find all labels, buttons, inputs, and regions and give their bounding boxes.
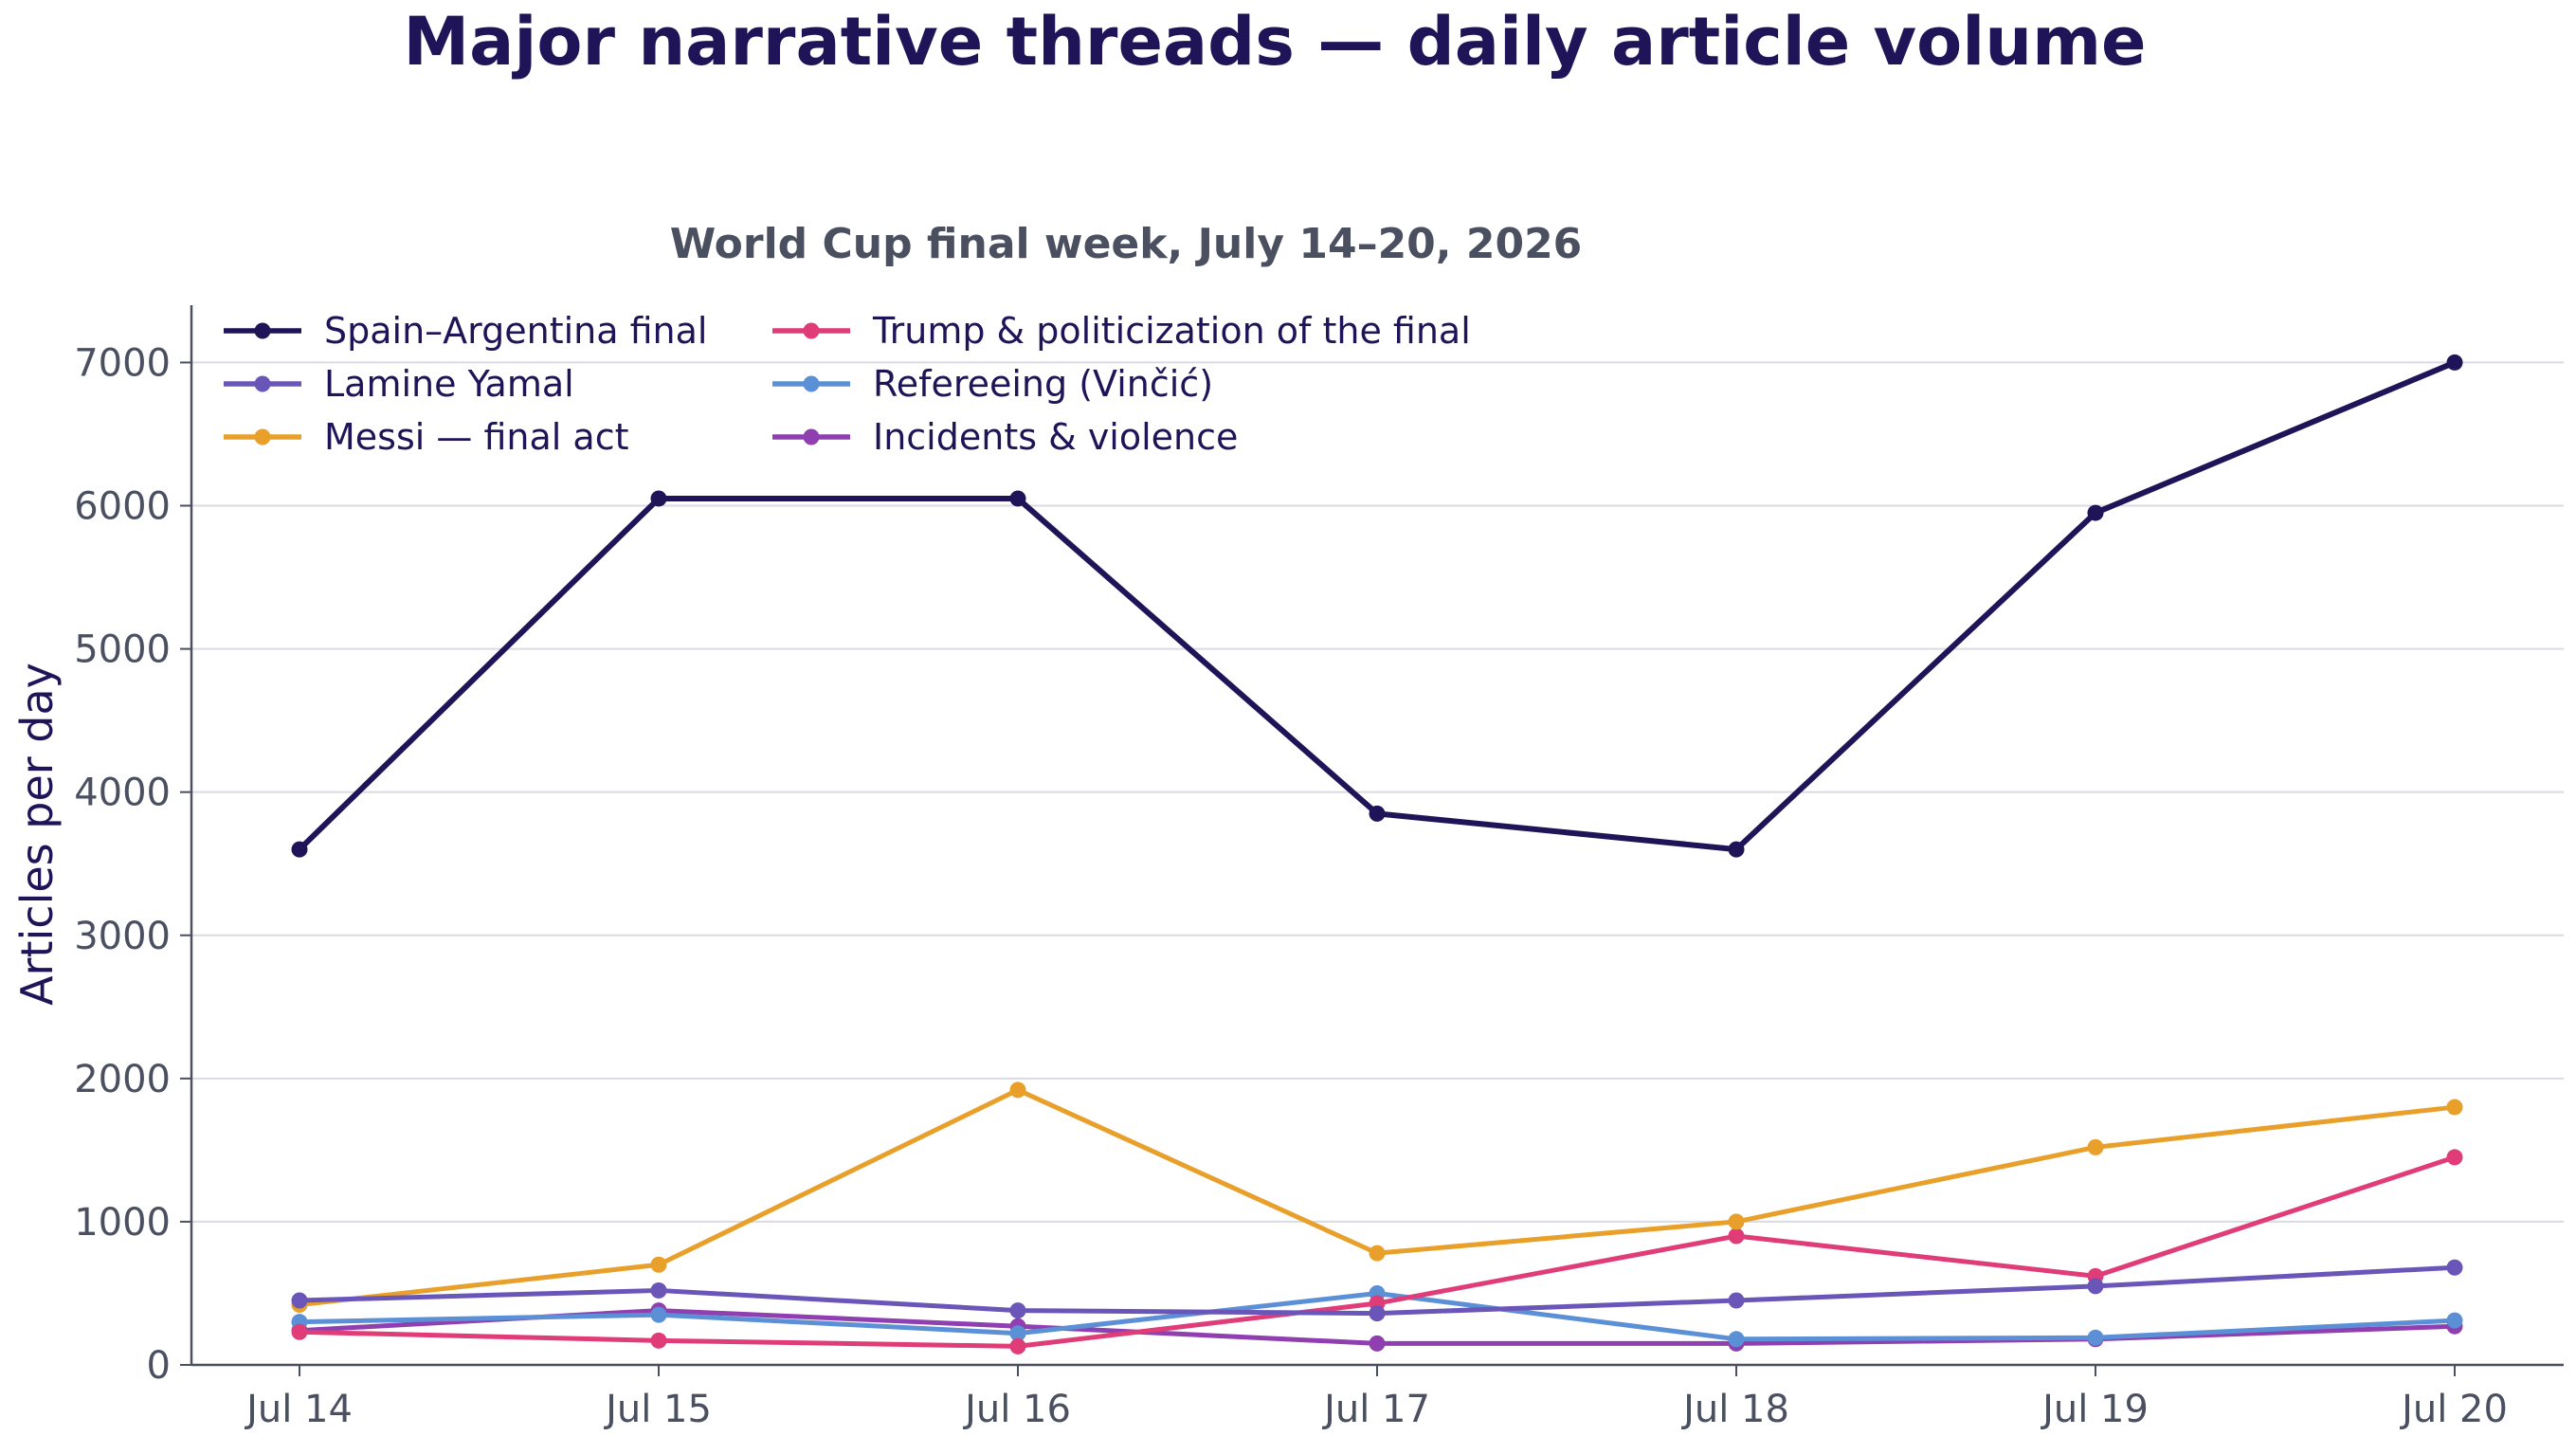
series-spain-argentina-final — [291, 354, 2463, 858]
legend-swatch-marker — [803, 322, 820, 339]
series-lamine-yamal — [291, 1259, 2463, 1322]
x-tick-label: Jul 14 — [244, 1388, 353, 1431]
data-point — [2087, 504, 2104, 521]
x-tick-label: Jul 16 — [962, 1388, 1071, 1431]
data-point — [291, 1292, 308, 1309]
series-line — [299, 1087, 2456, 1308]
series-lines — [291, 354, 2463, 1354]
data-point — [2446, 354, 2463, 371]
y-tick-label: 5000 — [74, 628, 171, 672]
data-point — [2087, 1278, 2104, 1295]
legend-label: Incidents & violence — [873, 416, 1238, 458]
data-point — [1728, 1292, 1745, 1309]
data-point — [1009, 490, 1026, 507]
data-point — [291, 1323, 308, 1340]
series-messi-final-act — [291, 1082, 2463, 1314]
y-tick-label: 4000 — [74, 772, 171, 815]
data-point — [2446, 1312, 2463, 1329]
y-axis-ticks: 0 1000 2000 3000 4000 5000 6000 7000 — [74, 341, 191, 1388]
data-point — [650, 490, 667, 507]
chart-subtitle: World Cup final week, July 14–20, 2026 — [670, 220, 1583, 268]
data-point — [2446, 1099, 2463, 1116]
legend-label: Lamine Yamal — [324, 363, 574, 405]
y-tick-label: 7000 — [74, 341, 171, 385]
x-tick-label: Jul 18 — [1680, 1388, 1789, 1431]
y-tick-label: 0 — [147, 1344, 171, 1388]
data-point — [291, 841, 308, 858]
y-tick-label: 3000 — [74, 915, 171, 958]
data-point — [1728, 1331, 1745, 1348]
data-point — [2087, 1138, 2104, 1155]
legend-item: Incidents & violence — [772, 416, 1238, 458]
y-tick-label: 6000 — [74, 485, 171, 529]
data-point — [2446, 1149, 2463, 1166]
y-axis-label: Articles per day — [11, 663, 63, 1006]
legend-label: Messi — final act — [324, 416, 629, 458]
x-tick-label: Jul 17 — [1321, 1388, 1430, 1431]
legend-swatch-marker — [254, 322, 271, 339]
data-point — [1009, 1302, 1026, 1319]
data-point — [650, 1306, 667, 1323]
x-axis-ticks: Jul 14 Jul 15 Jul 16 Jul 17 Jul 18 Jul 19 Jul … — [244, 1365, 2508, 1431]
legend-swatch-marker — [254, 375, 271, 392]
x-tick-label: Jul 19 — [2040, 1388, 2149, 1431]
legend-label: Spain–Argentina final — [324, 310, 707, 352]
data-point — [1009, 1337, 1026, 1354]
y-tick-label: 1000 — [74, 1201, 171, 1245]
data-point — [1728, 1213, 1745, 1230]
legend-item: Trump & politicization of the final — [772, 310, 1471, 352]
data-point — [650, 1332, 667, 1349]
chart-title: Major narrative threads — daily article … — [403, 3, 2146, 81]
legend-item: Spain–Argentina final — [224, 310, 707, 352]
data-point — [1728, 1227, 1745, 1245]
data-point — [650, 1281, 667, 1299]
data-point — [1369, 805, 1386, 822]
legend-swatch-marker — [803, 375, 820, 392]
legend: Spain–Argentina final Lamine Yamal Messi —… — [224, 310, 1471, 458]
data-point — [1369, 1305, 1386, 1322]
grid-lines — [191, 361, 2564, 1223]
legend-item: Lamine Yamal — [224, 363, 574, 405]
data-point — [1728, 841, 1745, 858]
legend-item: Refereeing (Vinčić) — [772, 363, 1213, 405]
legend-swatch-marker — [254, 428, 271, 445]
x-tick-label: Jul 20 — [2399, 1388, 2508, 1431]
y-tick-label: 2000 — [74, 1058, 171, 1101]
data-point — [2446, 1259, 2463, 1276]
data-point — [650, 1256, 667, 1273]
legend-label: Trump & politicization of the final — [872, 310, 1471, 352]
data-point — [1009, 1325, 1026, 1342]
data-point — [1009, 1082, 1026, 1099]
legend-item: Messi — final act — [224, 416, 629, 458]
legend-swatch-marker — [803, 428, 820, 445]
legend-label: Refereeing (Vinčić) — [873, 363, 1213, 405]
data-point — [1369, 1245, 1386, 1262]
data-point — [1369, 1335, 1386, 1352]
x-tick-label: Jul 15 — [603, 1388, 712, 1431]
data-point — [2087, 1329, 2104, 1346]
